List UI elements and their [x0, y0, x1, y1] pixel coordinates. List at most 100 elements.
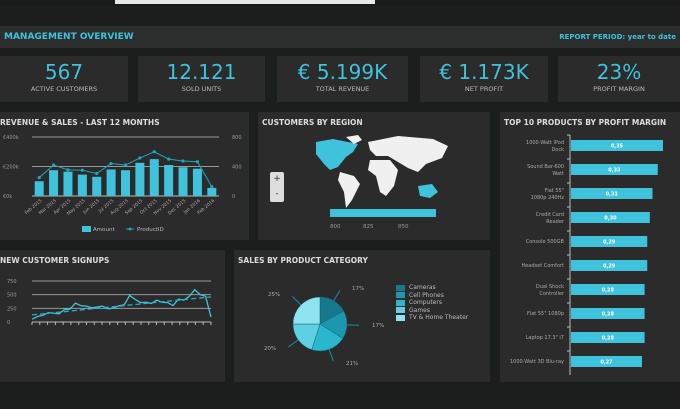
bar-value-label: 0,35 [611, 144, 624, 150]
scale-tick: 800 [330, 224, 341, 230]
kpi-net-profit: € 1.173K NET PROFIT [420, 56, 548, 102]
product-bar [571, 188, 653, 199]
point-productid [37, 175, 41, 180]
product-bar [571, 332, 645, 343]
product-label: Console 500GB [526, 239, 565, 245]
product-label: Laptop 17.3" i7 [526, 335, 564, 341]
product-label: Flat 55" 1080p [527, 311, 564, 317]
product-bar [571, 260, 648, 271]
kpi-sold-units: 12.121 SOLD UNITS [138, 56, 265, 102]
product-category-panel: SALES BY PRODUCT CATEGORY 17% 17% 21% 20% 25… [234, 250, 490, 382]
top-products-panel: TOP 10 PRODUCTS BY PROFIT MARGIN 0,35 100… [500, 112, 680, 382]
product-bar [571, 284, 645, 295]
bar-value-label: 0,28 [602, 288, 615, 294]
scale-tick: 825 [363, 224, 374, 230]
y-tick-label: €0k [3, 194, 12, 200]
product-bar [571, 140, 663, 151]
map-zoom-control: + - [270, 172, 284, 202]
y2-tick-label: 400 [232, 165, 242, 171]
product-label: Flat 55" 1080p 240Hz [531, 188, 565, 201]
signups-chart: 0 250 500 750 [7, 279, 212, 326]
panel-title: REVENUE & SALES - LAST 12 MONTHS [0, 118, 160, 127]
zoom-out-button[interactable]: - [275, 189, 279, 199]
bar-value-label: 0,33 [608, 168, 621, 174]
kpi-profit-margin: 23% PROFIT MARGIN [558, 56, 680, 102]
bar-amount [164, 165, 174, 196]
product-label: Headset Comfort [521, 263, 564, 269]
point-productid [210, 185, 214, 189]
point-productid [138, 156, 142, 160]
legend-swatch [396, 314, 405, 321]
product-bar [571, 236, 648, 247]
kpi-label: NET PROFIT [464, 85, 504, 93]
panel-title: NEW CUSTOMER SIGNUPS [0, 256, 110, 265]
y-tick-label: €400k [3, 135, 19, 141]
bar-amount [135, 162, 145, 196]
y2-tick-label: 800 [232, 135, 242, 141]
kpi-total-revenue: € 5.199K TOTAL REVENUE [277, 56, 408, 102]
bar-amount [106, 169, 116, 196]
north-america [316, 139, 358, 170]
product-label: Dual Shock Controller [536, 284, 565, 297]
legend-label: Games [409, 306, 430, 314]
zoom-in-button[interactable]: + [273, 174, 281, 184]
legend-swatch [396, 299, 405, 306]
greenland [346, 135, 362, 144]
kpi-label: PROFIT MARGIN [593, 85, 645, 93]
legend-marker [128, 227, 132, 231]
legend-swatch [396, 307, 405, 314]
product-label: Credit Card Reader [536, 212, 565, 225]
customers-region-panel: CUSTOMERS BY REGION + - 800 825 850 [258, 112, 490, 240]
africa [368, 160, 398, 196]
bar-amount [92, 176, 102, 196]
legend-item: TV & Home Theater [396, 314, 468, 322]
bar-amount [34, 181, 44, 196]
dashboard-header: MANAGEMENT OVERVIEW REPORT PERIOD: year … [0, 26, 680, 48]
legend-productid: ProductID [137, 227, 164, 233]
legend-item: Computers [396, 299, 468, 307]
product-label: Sound Bar-600 Watt [527, 164, 564, 177]
panel-title: SALES BY PRODUCT CATEGORY [238, 256, 368, 265]
trend-line [31, 296, 212, 316]
point-productid [195, 160, 200, 164]
legend-amount: Amount [93, 227, 115, 233]
bar-amount [63, 171, 73, 196]
legend-label: Cell Phones [409, 291, 444, 299]
product-bar [571, 164, 658, 175]
world-map[interactable]: 800 825 850 [258, 112, 490, 240]
bar-value-label: 0,31 [606, 192, 619, 198]
bar-amount [49, 170, 59, 196]
point-productid [80, 168, 84, 172]
product-bar [571, 212, 650, 223]
legend-label: Cameras [409, 284, 436, 292]
bar-value-label: 0,28 [602, 312, 615, 318]
kpi-value: € 5.199K [297, 60, 388, 84]
legend-item: Games [396, 307, 468, 315]
report-period[interactable]: REPORT PERIOD: year to date [559, 33, 676, 41]
legend-swatch [396, 292, 405, 299]
bar-value-label: 0,28 [602, 336, 615, 342]
legend-swatch-amount [82, 226, 91, 232]
panel-title: CUSTOMERS BY REGION [262, 118, 363, 127]
kpi-value: 567 [44, 60, 84, 84]
europe-asia [368, 136, 448, 172]
kpi-label: TOTAL REVENUE [315, 85, 370, 93]
point-productid [109, 161, 113, 166]
color-scale [330, 209, 436, 217]
y-tick-label: 0 [7, 320, 10, 326]
kpi-value: 23% [596, 60, 642, 84]
bar-amount [77, 174, 87, 196]
point-productid [66, 168, 70, 172]
bar-amount [207, 187, 217, 196]
bar-value-label: 0,27 [600, 360, 613, 366]
south-america [338, 172, 360, 208]
revenue-sales-panel: REVENUE & SALES - LAST 12 MONTHS €0k €200… [0, 112, 249, 240]
australia [418, 184, 438, 198]
product-label: 1000-Watt 3D Blu-ray [510, 359, 564, 365]
point-productid [181, 159, 185, 163]
y-tick-label: 750 [7, 279, 17, 285]
product-bar [571, 308, 645, 319]
legend-item: Cell Phones [396, 292, 468, 300]
slice-label: 17% [372, 323, 384, 329]
